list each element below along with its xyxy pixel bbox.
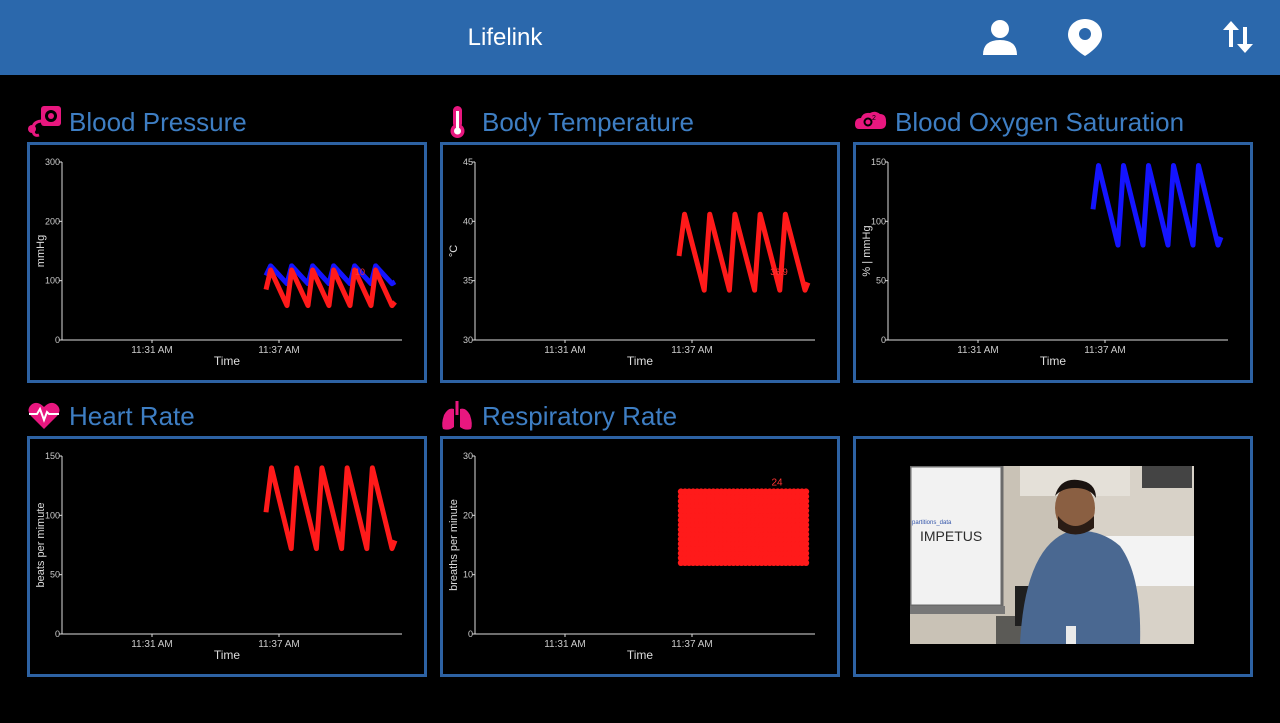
chart-card-hr: 0 50 100 150 11:31 AM 11:37 AM Time beats per m… (27, 436, 427, 677)
temp-chart: 30 35 40 45 11:31 AM 11:37 AM Time °C 36.9 (448, 157, 815, 368)
y-tick-label: 150 (45, 451, 60, 461)
y-tick-label: 20 (463, 510, 473, 520)
chart-card-spo2: 0 50 100 150 11:31 AM 11:37 AM Time % | mmHg (853, 142, 1253, 383)
data-point (802, 550, 810, 557)
blood-pressure-icon (28, 106, 61, 137)
panel-title-temp: Body Temperature (482, 106, 694, 137)
y-tick-label: 150 (871, 157, 886, 167)
y-tick-label: 40 (463, 216, 473, 226)
x-tick-label: 11:31 AM (544, 345, 586, 356)
y-axis-label: breaths per minute (448, 499, 460, 591)
y-tick-label: 50 (50, 570, 60, 580)
data-point (802, 554, 810, 562)
y-axis-label: °C (448, 245, 460, 257)
data-point (802, 526, 810, 533)
data-point (802, 497, 810, 505)
x-axis-label: Time (627, 354, 654, 368)
sort-arrows-icon[interactable] (1218, 17, 1258, 57)
data-point (802, 502, 810, 510)
rr-chart: 0 10 20 30 11:31 AM 11:37 AM Time breaths per m… (448, 451, 815, 662)
series-line (263, 465, 398, 552)
x-tick-label: 11:37 AM (1084, 345, 1126, 356)
chart-card-bp: 0 100 200 300 11:31 AM 11:37 AM Time mmHg 10 (27, 142, 427, 383)
location-pin-icon[interactable] (1065, 17, 1105, 57)
panel-title-bp: Blood Pressure (69, 106, 247, 137)
y-tick-label: 0 (468, 629, 473, 639)
y-tick-label: 0 (881, 335, 886, 345)
data-point (802, 493, 810, 500)
panel-title-spo2: Blood Oxygen Saturation (895, 106, 1185, 137)
data-point (802, 512, 810, 519)
user-icon[interactable] (980, 17, 1020, 57)
thermometer-icon (450, 106, 465, 138)
slide-small-text: partitions_data (912, 520, 952, 526)
y-tick-label: 35 (463, 276, 473, 286)
chart-card-rr: 0 10 20 30 11:31 AM 11:37 AM Time breaths per m… (440, 436, 840, 677)
value-annotation: 24 (771, 478, 783, 489)
data-point (802, 516, 810, 524)
lungs-icon (442, 401, 472, 430)
data-point (802, 540, 810, 548)
x-tick-label: 11:37 AM (258, 639, 300, 650)
heart-rate-title: Heart Rate (27, 398, 195, 434)
svg-text:2: 2 (872, 115, 876, 122)
body-temperature-title: Body Temperature (440, 104, 694, 140)
x-tick-label: 11:31 AM (131, 639, 173, 650)
y-axis-label: beats per mimute (35, 503, 47, 588)
y-tick-label: 200 (45, 216, 60, 226)
series-line (676, 211, 811, 293)
y-tick-label: 100 (871, 216, 886, 226)
y-tick-label: 50 (876, 276, 886, 286)
video-feed[interactable]: IMPETUS partitions_data (910, 466, 1194, 644)
bp-chart: 0 100 200 300 11:31 AM 11:37 AM Time mmHg 10 (35, 157, 402, 368)
x-axis-label: Time (214, 648, 241, 662)
x-tick-label: 11:37 AM (671, 639, 713, 650)
data-point (802, 507, 810, 514)
data-point (802, 545, 810, 552)
chart-card-temp: 30 35 40 45 11:31 AM 11:37 AM Time °C 36.9 (440, 142, 840, 383)
y-tick-label: 0 (55, 335, 60, 345)
blood-oxygen-title: 2 Blood Oxygen Saturation (853, 104, 1184, 140)
blood-pressure-title: Blood Pressure (27, 104, 247, 140)
data-point (802, 521, 810, 529)
x-tick-label: 11:37 AM (258, 345, 300, 356)
y-axis-label: % | mmHg (861, 225, 873, 276)
hr-chart: 0 50 100 150 11:31 AM 11:37 AM Time beats per m… (35, 451, 402, 662)
value-annotation: 36.9 (770, 267, 788, 277)
app-title: Lifelink (467, 24, 543, 51)
slide-logo-text: IMPETUS (920, 528, 982, 544)
scatter-points (677, 488, 810, 566)
oxygen-cloud-icon: 2 (855, 111, 887, 129)
y-tick-label: 30 (463, 451, 473, 461)
y-tick-label: 100 (45, 510, 60, 520)
series-line (1090, 163, 1224, 248)
x-tick-label: 11:31 AM (131, 345, 173, 356)
y-tick-label: 0 (55, 629, 60, 639)
x-tick-label: 11:37 AM (671, 345, 713, 356)
x-tick-label: 11:31 AM (544, 639, 586, 650)
data-point (802, 488, 810, 495)
value-annotation: 10 (355, 267, 365, 277)
x-axis-label: Time (1040, 354, 1067, 368)
series-line (263, 267, 397, 309)
x-axis-label: Time (627, 648, 654, 662)
y-axis-label: mmHg (35, 235, 47, 267)
video-frame-image: IMPETUS partitions_data (910, 466, 1194, 644)
heart-pulse-icon (28, 402, 60, 429)
data-point (802, 531, 810, 538)
respiratory-rate-title: Respiratory Rate (440, 398, 677, 434)
y-tick-label: 300 (45, 157, 60, 167)
spo2-chart: 0 50 100 150 11:31 AM 11:37 AM Time % | mmHg (861, 157, 1228, 368)
panel-title-hr: Heart Rate (69, 400, 195, 431)
data-point (802, 535, 810, 543)
y-tick-label: 45 (463, 157, 473, 167)
y-tick-label: 30 (463, 335, 473, 345)
y-tick-label: 100 (45, 276, 60, 286)
panel-title-rr: Respiratory Rate (482, 400, 678, 431)
data-point (802, 559, 810, 566)
x-tick-label: 11:31 AM (957, 345, 999, 356)
x-axis-label: Time (214, 354, 241, 368)
app-header: Lifelink (0, 0, 1280, 75)
y-tick-label: 10 (463, 570, 473, 580)
